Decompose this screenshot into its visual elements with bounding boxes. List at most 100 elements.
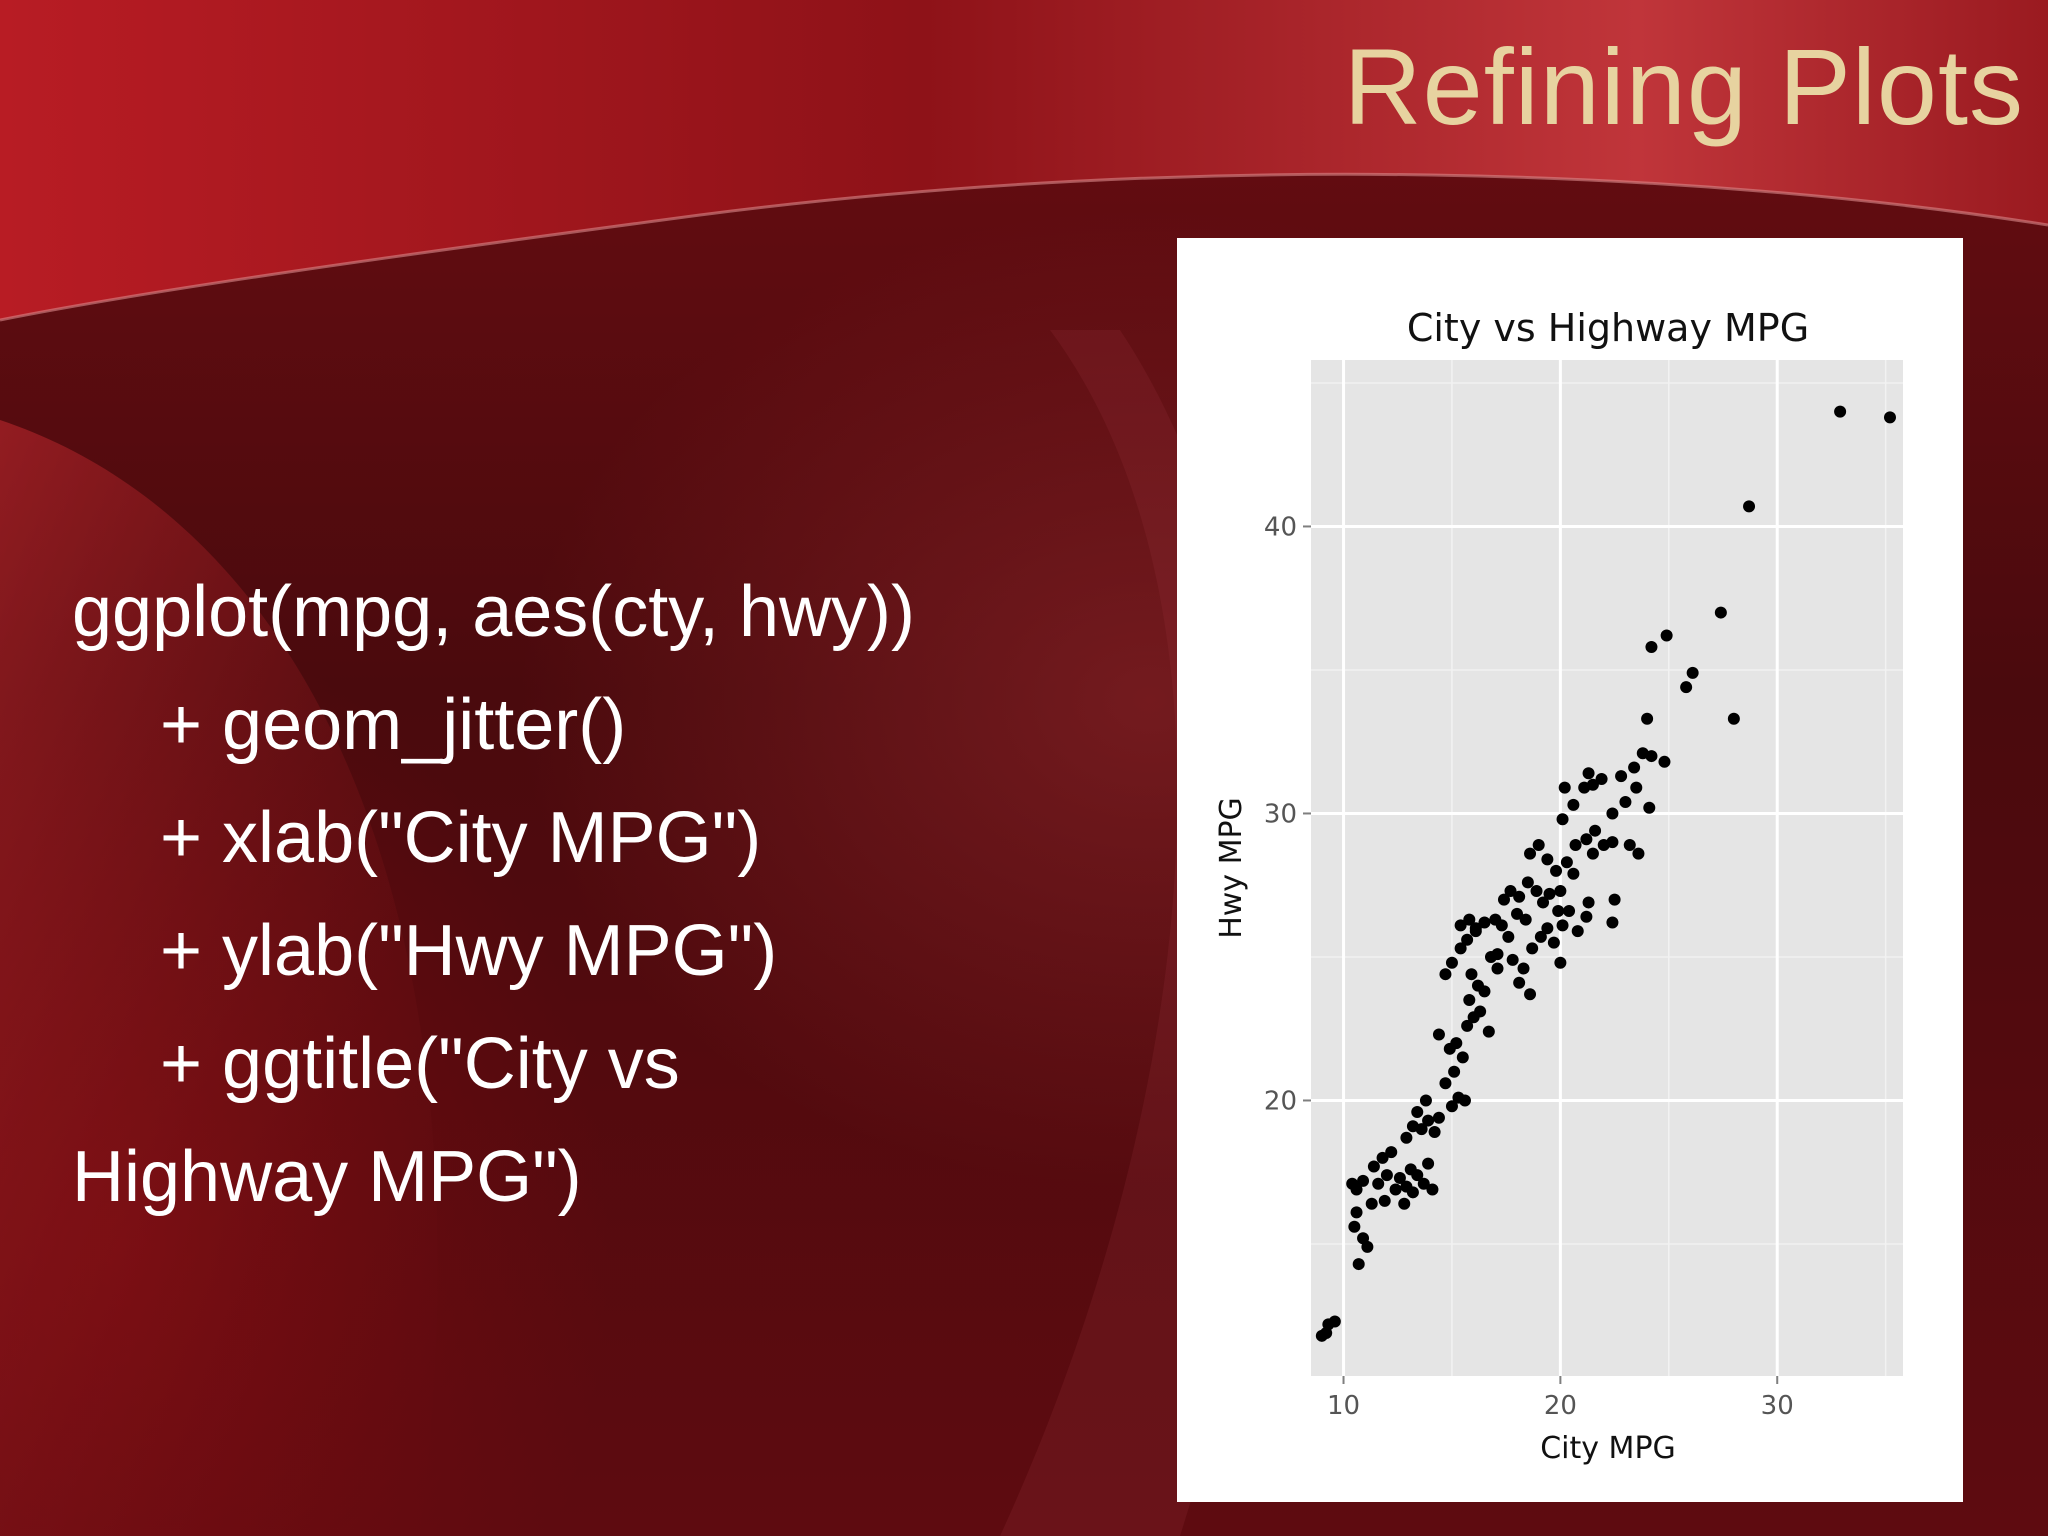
- data-point: [1558, 781, 1571, 794]
- data-point: [1630, 781, 1643, 794]
- data-point: [1524, 847, 1537, 860]
- data-point: [1432, 1028, 1445, 1041]
- data-point: [1580, 910, 1593, 923]
- data-point: [1714, 606, 1727, 619]
- data-point: [1328, 1315, 1341, 1328]
- data-point: [1560, 856, 1573, 869]
- data-points: [1315, 405, 1896, 1342]
- data-point: [1608, 893, 1621, 906]
- data-point: [1378, 1194, 1391, 1207]
- data-point: [1645, 750, 1658, 763]
- data-point: [1552, 905, 1565, 918]
- data-point: [1463, 994, 1476, 1007]
- data-point: [1524, 988, 1537, 1001]
- code-line: + geom_jitter(): [160, 685, 627, 765]
- data-point: [1727, 712, 1740, 725]
- data-point: [1567, 867, 1580, 880]
- data-point: [1550, 864, 1563, 877]
- header-band-edge: [0, 172, 2048, 322]
- data-point: [1660, 629, 1673, 642]
- data-point: [1456, 1051, 1469, 1064]
- data-point: [1513, 976, 1526, 989]
- plot-panel-background: [1311, 360, 1903, 1376]
- data-point: [1491, 948, 1504, 961]
- data-point: [1385, 1146, 1398, 1159]
- data-point: [1619, 795, 1632, 808]
- code-snippet: ggplot(mpg, aes(cty, hwy)) + geom_jitter…: [72, 556, 1082, 1234]
- code-line: + xlab("City MPG"): [160, 798, 762, 878]
- data-point: [1526, 942, 1539, 955]
- data-point: [1415, 1123, 1428, 1136]
- data-point: [1554, 956, 1567, 969]
- data-point: [1580, 833, 1593, 846]
- code-line: + ggtitle("City vs: [160, 1024, 680, 1104]
- data-point: [1513, 890, 1526, 903]
- y-tick-label: 40: [1264, 512, 1297, 542]
- data-point: [1530, 884, 1543, 897]
- axis-ticks: 10 20 30 20 30 40: [1264, 512, 1794, 1421]
- data-point: [1426, 1183, 1439, 1196]
- data-point: [1376, 1151, 1389, 1164]
- data-point: [1506, 953, 1519, 966]
- data-point: [1643, 801, 1656, 814]
- data-point: [1411, 1169, 1424, 1182]
- data-point: [1400, 1131, 1413, 1144]
- data-point: [1348, 1220, 1361, 1233]
- data-point: [1541, 853, 1554, 866]
- chart-panel: City vs Highway MPG 10 20 30 20 30 40 City MP…: [1177, 238, 1963, 1502]
- data-point: [1586, 847, 1599, 860]
- data-point: [1658, 755, 1671, 768]
- code-line: Highway MPG"): [72, 1137, 582, 1217]
- x-tick-label: 20: [1544, 1391, 1577, 1421]
- data-point: [1482, 1025, 1495, 1038]
- data-point: [1411, 1105, 1424, 1118]
- chart-title: City vs Highway MPG: [1407, 306, 1809, 350]
- data-point: [1519, 913, 1532, 926]
- data-point: [1417, 1177, 1430, 1190]
- code-line: + ylab("Hwy MPG"): [160, 911, 778, 991]
- data-point: [1458, 1094, 1471, 1107]
- y-tick-label: 30: [1264, 799, 1297, 829]
- data-point: [1517, 962, 1530, 975]
- data-point: [1680, 681, 1693, 694]
- data-point: [1478, 916, 1491, 929]
- data-point: [1445, 956, 1458, 969]
- data-point: [1504, 884, 1517, 897]
- data-point: [1439, 1077, 1452, 1090]
- data-point: [1497, 893, 1510, 906]
- data-point: [1537, 896, 1550, 909]
- data-point: [1465, 968, 1478, 981]
- data-point: [1491, 962, 1504, 975]
- data-point: [1357, 1174, 1370, 1187]
- data-point: [1428, 1126, 1441, 1139]
- data-point: [1380, 1169, 1393, 1182]
- data-point: [1419, 1094, 1432, 1107]
- data-point: [1469, 922, 1482, 935]
- scatter-chart: City vs Highway MPG 10 20 30 20 30 40 City MP…: [1214, 306, 1903, 1466]
- data-point: [1350, 1206, 1363, 1219]
- data-point: [1554, 884, 1567, 897]
- data-point: [1365, 1197, 1378, 1210]
- y-tick-label: 20: [1264, 1086, 1297, 1116]
- data-point: [1571, 925, 1584, 938]
- data-point: [1454, 919, 1467, 932]
- data-point: [1532, 839, 1545, 852]
- data-point: [1422, 1157, 1435, 1170]
- data-point: [1372, 1177, 1385, 1190]
- data-point: [1393, 1171, 1406, 1184]
- data-point: [1534, 930, 1547, 943]
- data-point: [1511, 907, 1524, 920]
- data-point: [1567, 798, 1580, 811]
- data-point: [1352, 1258, 1365, 1271]
- x-axis-label: City MPG: [1540, 1431, 1676, 1466]
- data-point: [1461, 933, 1474, 946]
- data-point: [1563, 905, 1576, 918]
- data-point: [1606, 807, 1619, 820]
- data-point: [1389, 1183, 1402, 1196]
- data-point: [1743, 500, 1756, 513]
- data-point: [1406, 1186, 1419, 1199]
- data-point: [1582, 896, 1595, 909]
- data-point: [1439, 968, 1452, 981]
- data-point: [1623, 839, 1636, 852]
- data-point: [1641, 712, 1654, 725]
